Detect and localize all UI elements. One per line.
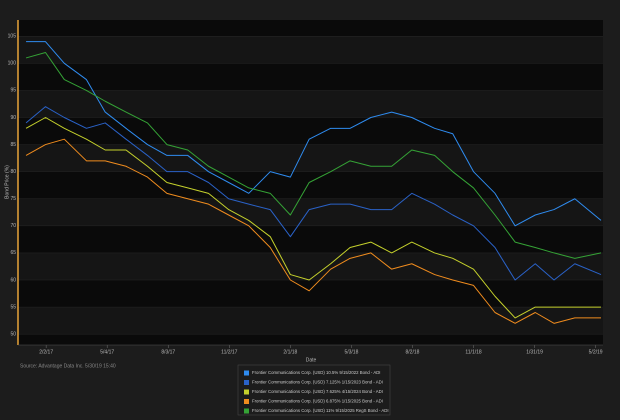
legend-swatch <box>244 370 249 376</box>
y-tick-label: 75 <box>10 196 16 202</box>
grid-band <box>18 307 603 335</box>
legend-swatch <box>244 380 249 385</box>
y-tick-label: 55 <box>10 304 16 310</box>
y-tick-label: 50 <box>10 331 16 337</box>
legend-swatch <box>244 408 249 414</box>
y-tick-label: 90 <box>10 115 16 121</box>
series-line <box>25 106 602 281</box>
y-axis-label: Bond Price (%) <box>4 165 10 199</box>
y-tick-label: 70 <box>10 223 16 229</box>
series-line <box>25 117 601 319</box>
source: Source: Advantage Data Inc. 5/30/19 15:4… <box>20 363 116 369</box>
plot-background <box>18 20 603 345</box>
x-tick-label: 2/2/17 <box>39 349 53 355</box>
x-tick-label: 11/1/18 <box>465 349 482 355</box>
legend-box <box>237 364 391 416</box>
legend-swatch <box>244 399 249 404</box>
x-tick-label: 5/2/19 <box>589 349 603 355</box>
y-tick-label: 100 <box>8 61 17 67</box>
y-tick-label: 85 <box>10 142 16 148</box>
legend-label: Frontier Communications Corp. (USD) 10.5… <box>252 370 381 375</box>
legend-label: Frontier Communications Corp. (USD) 7.62… <box>252 389 383 394</box>
y-tick-label: 65 <box>10 250 16 256</box>
x-axis-label: Date <box>306 357 317 363</box>
grid-band <box>18 198 603 226</box>
grid-band <box>18 252 603 280</box>
y-tick-label: 95 <box>10 88 16 94</box>
x-tick-label: 2/1/18 <box>283 349 297 355</box>
legend-label: Frontier Communications Corp. (USD) 11% … <box>252 408 389 413</box>
legend-label: Frontier Communications Corp. (USD) 7.12… <box>252 380 383 385</box>
series-line <box>25 138 601 324</box>
legend-label: Frontier Communications Corp. (USD) 6.87… <box>252 399 383 404</box>
grid-band <box>18 144 603 172</box>
x-tick-label: 8/3/17 <box>161 349 175 355</box>
y-tick-label: 80 <box>10 169 16 175</box>
series-line <box>25 52 602 259</box>
grid-band <box>18 90 603 118</box>
y-tick-label: 105 <box>8 34 17 40</box>
x-tick-label: 8/2/18 <box>406 349 420 355</box>
x-tick-label: 11/2/17 <box>221 349 238 355</box>
grid-band <box>18 36 603 64</box>
x-tick-label: 5/4/17 <box>100 349 114 355</box>
x-tick-label: 5/3/18 <box>344 349 358 355</box>
y-tick-label: 60 <box>10 277 16 283</box>
x-tick-label: 1/31/19 <box>526 349 543 355</box>
series-line <box>26 41 602 227</box>
plot-area <box>18 20 603 345</box>
legend-swatch <box>244 389 249 395</box>
